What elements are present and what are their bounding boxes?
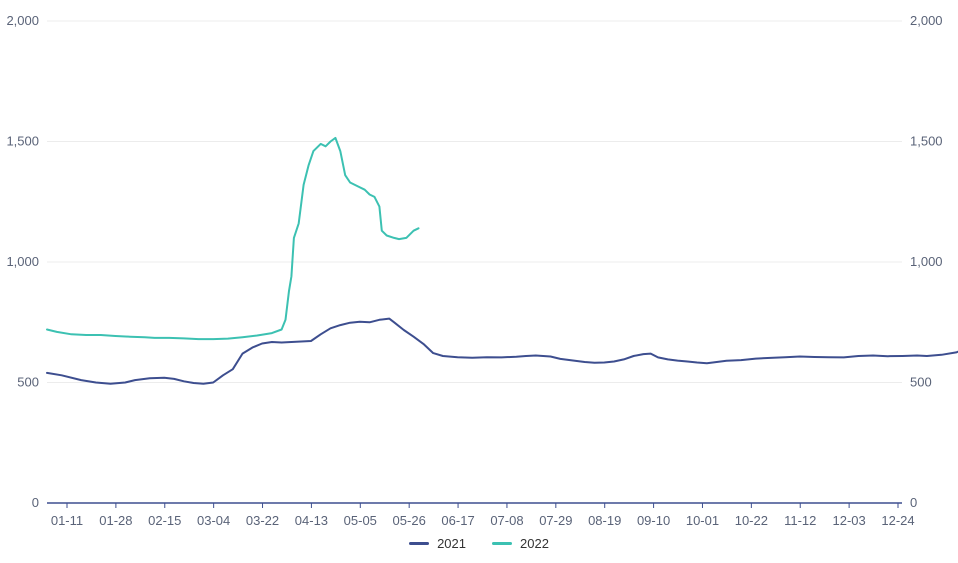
axes bbox=[47, 502, 902, 508]
x-tick-label: 12-03 bbox=[832, 513, 865, 528]
x-tick-label: 05-26 bbox=[393, 513, 426, 528]
y-tick-label-left: 500 bbox=[17, 375, 39, 390]
tick-labels: 0 0 500 500 1,000 1,000 1,500 1,500 2,000 2,000 01… bbox=[6, 13, 942, 528]
y-tick-label-right: 500 bbox=[910, 375, 932, 390]
series-line-2021 bbox=[46, 317, 958, 385]
x-tick-label: 03-04 bbox=[197, 513, 230, 528]
y-tick-label-left: 1,000 bbox=[6, 254, 39, 269]
legend-label-2022: 2022 bbox=[520, 536, 549, 551]
y-tick-label-left: 0 bbox=[32, 495, 39, 510]
x-tick-label: 07-29 bbox=[539, 513, 572, 528]
x-tick-label: 05-05 bbox=[344, 513, 377, 528]
x-tick-label: 12-24 bbox=[881, 513, 914, 528]
x-tick-label: 02-15 bbox=[148, 513, 181, 528]
y-tick-label-left: 2,000 bbox=[6, 13, 39, 28]
x-tick-label: 10-01 bbox=[686, 513, 719, 528]
legend-item-2022[interactable]: 2022 bbox=[492, 536, 549, 551]
series-lines bbox=[46, 136, 958, 385]
x-tick-label: 01-11 bbox=[51, 513, 83, 528]
chart-legend: 2021 2022 bbox=[0, 536, 958, 551]
x-tick-label: 10-22 bbox=[735, 513, 768, 528]
x-tick-label: 01-28 bbox=[99, 513, 132, 528]
y-tick-label-right: 2,000 bbox=[910, 13, 943, 28]
y-tick-label-right: 1,500 bbox=[910, 134, 943, 149]
legend-swatch-2021 bbox=[409, 542, 430, 545]
legend-swatch-2022 bbox=[492, 542, 512, 545]
legend-item-2021[interactable]: 2021 bbox=[409, 536, 466, 551]
y-tick-label-left: 1,500 bbox=[6, 134, 39, 149]
series-line-2022 bbox=[46, 136, 420, 341]
y-tick-label-right: 0 bbox=[910, 495, 917, 510]
x-tick-label: 09-10 bbox=[637, 513, 670, 528]
x-tick-label: 04-13 bbox=[295, 513, 328, 528]
x-tick-label: 07-08 bbox=[490, 513, 523, 528]
x-tick-label: 06-17 bbox=[441, 513, 474, 528]
grid-lines bbox=[47, 20, 902, 383]
y-tick-label-right: 1,000 bbox=[910, 254, 943, 269]
x-tick-label: 03-22 bbox=[246, 513, 279, 528]
x-tick-label: 08-19 bbox=[588, 513, 621, 528]
legend-label-2021: 2021 bbox=[437, 536, 466, 551]
x-tick-label: 11-12 bbox=[784, 513, 816, 528]
